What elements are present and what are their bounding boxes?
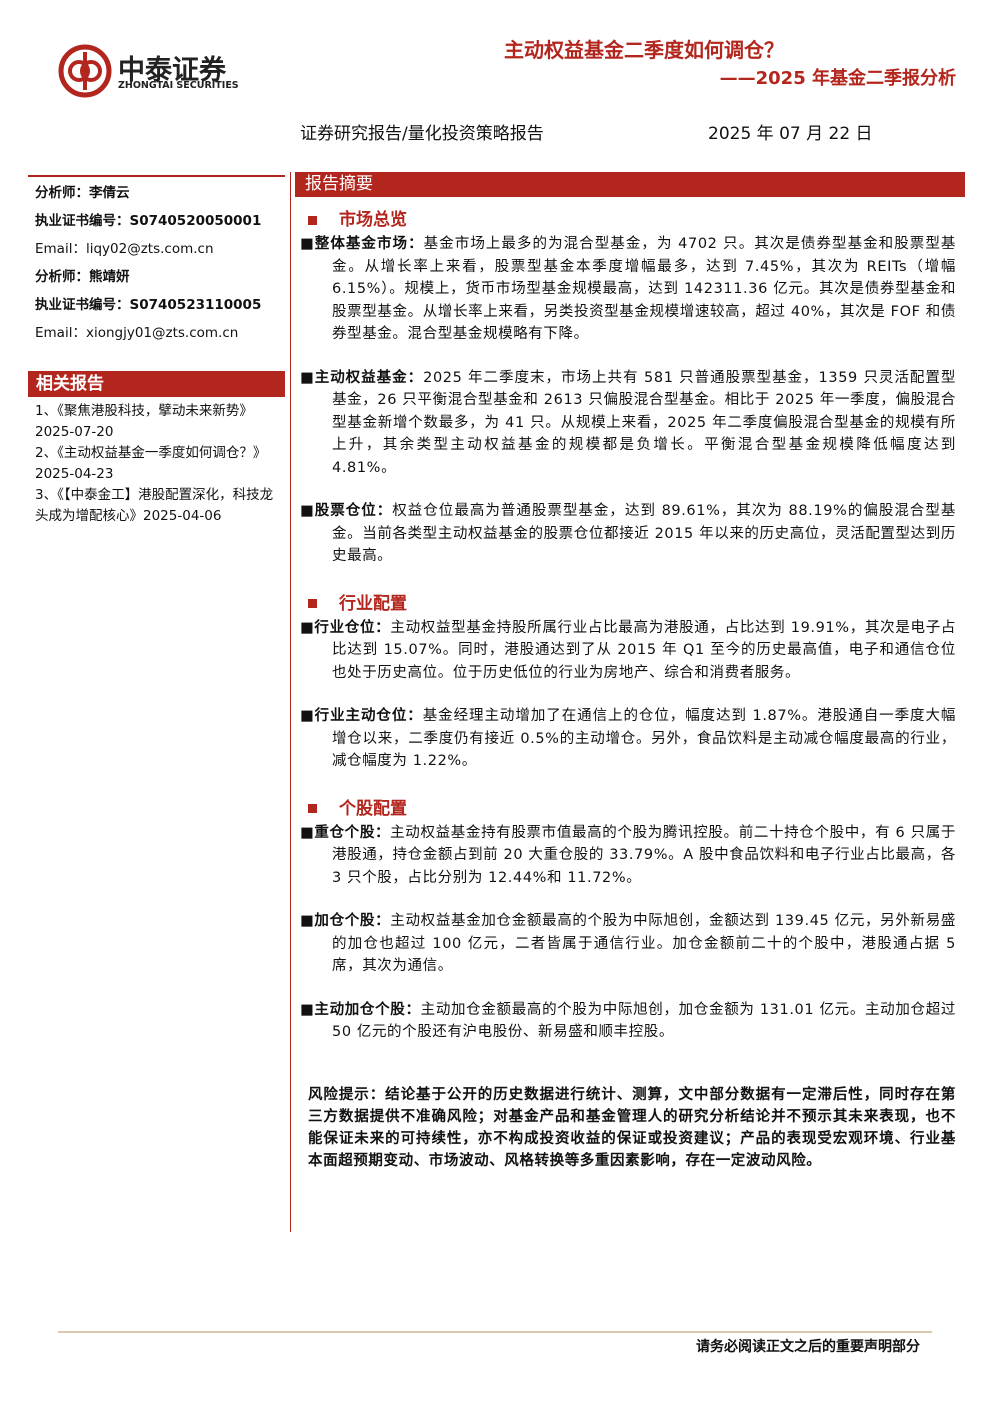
report-type: 证券研究报告/量化投资策略报告 (300, 124, 544, 144)
item-text: 权益仓位最高为普通股票型基金，达到 89.61%，其次为 88.19%的偏股混合… (332, 503, 956, 564)
footer: 请务必阅读正文之后的重要声明部分 (696, 1339, 920, 1355)
bullet: ■ (300, 708, 315, 724)
heading-text: 行业配置 (339, 593, 407, 614)
item-text: 主动权益基金加仓金额最高的个股为中际旭创，金额达到 139.45 亿元，另外新易… (332, 913, 956, 974)
item-label: 加仓个股： (314, 913, 391, 929)
analyst-line: Email：liqy02@zts.com.cn (35, 241, 214, 257)
summary-item: ■行业主动仓位：基金经理主动增加了在通信上的仓位，幅度达到 1.87%。港股通自… (300, 705, 956, 773)
rule (28, 175, 285, 177)
report-date: 2025 年 07 月 22 日 (708, 124, 873, 144)
section-heading: 市场总览 (308, 205, 956, 230)
item-label: 整体基金市场： (314, 236, 424, 252)
item-label: 主动加仓个股： (314, 1001, 421, 1018)
item-label: 行业主动仓位： (314, 708, 423, 724)
summary-item: ■行业仓位：主动权益型基金持股所属行业占比最高为港股通，占比达到 19.91%，… (300, 617, 956, 685)
bullet: ■ (300, 619, 315, 636)
heading-marker (308, 215, 317, 225)
section-heading: 行业配置 (308, 589, 956, 614)
heading-text: 个股配置 (339, 798, 407, 819)
related-report: 1、《聚焦港股科技，擘动未来新势》2025-07-20 (35, 403, 253, 440)
analyst-line: 执业证书编号：S0740520050001 (35, 213, 262, 229)
divider (290, 172, 291, 1232)
item-text: 主动加仓金额最高的个股为中际旭创，加仓金额为 131.01 亿元。主动加仓超过 … (332, 1001, 956, 1041)
analyst-line: 分析师：熊靖妍 (35, 269, 130, 285)
heading-marker (308, 599, 317, 608)
summary-item: ■主动加仓个股：主动加仓金额最高的个股为中际旭创，加仓金额为 131.01 亿元… (300, 999, 956, 1044)
item-text: 2025 年二季度末，市场上共有 581 只普通股票型基金，1359 只灵活配置… (332, 369, 956, 476)
related-report: 2、《主动权益基金一季度如何调仓？》2025-04-23 (35, 445, 267, 482)
bullet: ■ (300, 236, 315, 252)
logo-icon (58, 44, 112, 98)
analyst-line: 执业证书编号：S0740523110005 (35, 297, 262, 313)
item-label: 主动权益基金： (314, 369, 424, 386)
item-text: 主动权益型基金持股所属行业占比最高为港股通，占比达到 19.91%，其次是电子占… (332, 619, 956, 681)
item-text: 基金市场上最多的为混合型基金，为 4702 只。其次是债券型基金和股票型基金。从… (332, 236, 956, 342)
item-label: 股票仓位： (314, 503, 393, 519)
item-text: 基金经理主动增加了在通信上的仓位，幅度达到 1.87%。港股通自一季度大幅增仓以… (332, 708, 956, 769)
related-title: 相关报告 (28, 371, 285, 397)
bullet: ■ (300, 913, 315, 929)
bullet: ■ (300, 369, 315, 386)
analyst-line: Email：xiongjy01@zts.com.cn (35, 325, 239, 341)
risk-note: 风险提示：结论基于公开的历史数据进行统计、测算，文中部分数据有一定滞后性，同时存… (308, 1086, 956, 1169)
summary-item: ■股票仓位：权益仓位最高为普通股票型基金，达到 89.61%，其次为 88.19… (300, 500, 956, 568)
summary-item: ■整体基金市场：基金市场上最多的为混合型基金，为 4702 只。其次是债券型基金… (300, 233, 956, 346)
related-list: 1、《聚焦港股科技，擘动未来新势》2025-07-20 2、《主动权益基金一季度如… (35, 401, 278, 527)
summary-item: ■主动权益基金：2025 年二季度末，市场上共有 581 只普通股票型基金，13… (300, 367, 956, 480)
bullet: ■ (300, 503, 315, 519)
analyst-line: 分析师：李倩云 (35, 185, 130, 201)
summary: 市场总览 ■整体基金市场：基金市场上最多的为混合型基金，为 4702 只。其次是债… (300, 199, 956, 1193)
report-title: 主动权益基金二季度如何调仓？ (504, 38, 784, 62)
footer-rule (58, 1331, 932, 1333)
analysts: 分析师：李倩云执业证书编号：S0740520050001 Email：liqy02… (35, 179, 285, 347)
item-label: 重仓个股： (314, 824, 391, 841)
summary-item: ■重仓个股：主动权益基金持有股票市值最高的个股为腾讯控股。前二十持仓个股中，有 … (300, 822, 956, 890)
bullet: ■ (300, 824, 315, 841)
logo-cn: 中泰证券 (118, 55, 226, 86)
section-heading: 个股配置 (308, 794, 956, 819)
heading-text: 市场总览 (339, 210, 407, 230)
summary-title: 报告摘要 (295, 172, 965, 197)
item-text: 主动权益基金持有股票市值最高的个股为腾讯控股。前二十持仓个股中，有 6 只属于港… (332, 824, 956, 886)
bullet: ■ (300, 1001, 315, 1018)
related-report: 3、《【中泰金工】港股配置深化，科技龙头成为增配核心》2025-04-06 (35, 487, 274, 524)
logo-en: ZHONGTAI SECURITIES (118, 80, 239, 91)
report-subtitle: ——2025 年基金二季报分析 (719, 68, 956, 89)
heading-marker (308, 804, 317, 813)
summary-item: ■加仓个股：主动权益基金加仓金额最高的个股为中际旭创，金额达到 139.45 亿… (300, 910, 956, 978)
item-label: 行业仓位： (314, 619, 391, 636)
